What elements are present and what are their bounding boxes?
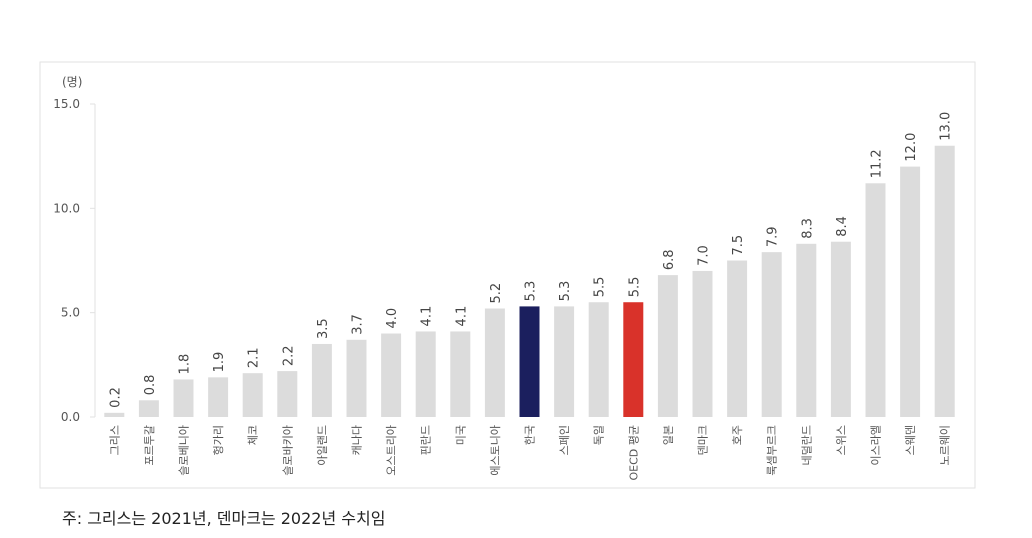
bar xyxy=(761,252,782,417)
bar xyxy=(657,275,678,417)
x-tick-label: 한국 xyxy=(524,425,537,445)
bar xyxy=(415,331,436,417)
y-tick-label: 15.0 xyxy=(53,97,80,111)
x-tick-label: 체코 xyxy=(247,425,260,445)
value-label: 4.0 xyxy=(385,308,400,329)
value-label: 12.0 xyxy=(904,133,919,162)
value-label: 5.3 xyxy=(558,281,573,302)
bar xyxy=(450,331,471,417)
bar xyxy=(900,166,921,417)
x-tick-label: 독일 xyxy=(592,425,606,445)
x-tick-label: 슬로베니아 xyxy=(178,425,191,476)
value-label: 13.0 xyxy=(939,112,954,141)
value-label: 7.9 xyxy=(766,226,781,247)
value-label: 2.2 xyxy=(281,345,296,366)
y-axis-unit: (명) xyxy=(62,75,82,89)
value-label: 0.8 xyxy=(143,375,158,396)
x-tick-label: 오스트리아 xyxy=(385,425,398,476)
bar xyxy=(934,145,955,417)
bar xyxy=(346,339,367,417)
value-label: 7.0 xyxy=(697,245,712,266)
value-label: 1.8 xyxy=(178,354,193,375)
value-label: 11.2 xyxy=(870,149,885,178)
x-tick-label: 핀란드 xyxy=(420,425,433,455)
value-label: 4.1 xyxy=(454,306,469,327)
chart-frame xyxy=(39,61,976,489)
value-label: 5.5 xyxy=(627,277,642,298)
bar xyxy=(208,377,229,417)
note: 주: 그리스는 2021년, 덴마크는 2022년 수치임 xyxy=(62,509,385,528)
bar xyxy=(311,343,332,417)
bar xyxy=(138,400,159,417)
value-label: 1.9 xyxy=(212,352,227,373)
value-label: 5.3 xyxy=(524,281,539,302)
bar xyxy=(588,302,609,417)
x-tick-label: 헝가리 xyxy=(212,425,225,455)
x-tick-label: 네덜란드 xyxy=(800,425,813,465)
x-tick-label: 노르웨이 xyxy=(939,425,952,465)
value-label: 3.5 xyxy=(316,318,331,339)
value-label: 6.8 xyxy=(662,249,677,270)
value-label: 3.7 xyxy=(351,314,366,335)
x-tick-label: 호주 xyxy=(731,425,744,445)
x-tick-label: 스페인 xyxy=(558,425,571,455)
x-tick-label: 캐나다 xyxy=(351,425,364,455)
bar xyxy=(727,260,748,417)
x-tick-label: 에스토니아 xyxy=(489,425,502,476)
y-tick-label: 5.0 xyxy=(61,306,80,320)
bar xyxy=(242,373,263,417)
bar xyxy=(692,270,713,417)
value-label: 0.2 xyxy=(108,387,123,408)
y-tick-label: 10.0 xyxy=(53,201,80,215)
x-tick-label: 슬로바키아 xyxy=(281,425,294,476)
bar xyxy=(484,308,505,417)
bar xyxy=(830,241,851,417)
x-tick-label: 이스라엘 xyxy=(870,425,883,465)
value-label: 5.5 xyxy=(593,277,608,298)
value-label: 5.2 xyxy=(489,283,504,304)
x-tick-label: 덴마크 xyxy=(697,425,710,455)
bar xyxy=(381,333,402,417)
x-tick-label: 스위스 xyxy=(835,425,848,455)
x-tick-label: OECD 평균 xyxy=(627,425,640,481)
bar xyxy=(796,243,817,417)
bar xyxy=(554,306,575,417)
value-label: 8.4 xyxy=(835,216,850,237)
x-tick-label: 미국 xyxy=(454,425,467,445)
bar xyxy=(519,306,540,417)
bar xyxy=(865,183,886,417)
x-tick-label: 그리스 xyxy=(108,425,121,455)
value-label: 4.1 xyxy=(420,306,435,327)
value-label: 7.5 xyxy=(731,235,746,256)
bar xyxy=(104,412,125,417)
bar xyxy=(623,302,644,417)
bar xyxy=(173,379,194,417)
x-tick-label: 스웨덴 xyxy=(904,425,917,455)
x-tick-label: 아일랜드 xyxy=(315,425,329,465)
y-tick-label: 0.0 xyxy=(61,410,80,424)
x-tick-label: 룩셈부르크 xyxy=(766,425,779,476)
value-label: 8.3 xyxy=(800,218,815,239)
value-label: 2.1 xyxy=(247,347,262,368)
bar xyxy=(277,371,298,417)
x-tick-label: 포르투갈 xyxy=(142,425,156,465)
x-tick-label: 일본 xyxy=(661,425,675,445)
